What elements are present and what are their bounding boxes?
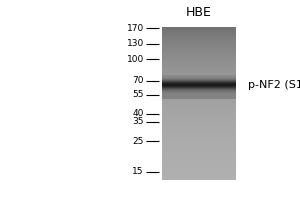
Text: 40: 40 (133, 109, 144, 118)
Text: 170: 170 (127, 24, 144, 33)
Text: p-NF2 (S10): p-NF2 (S10) (248, 80, 300, 90)
Text: 100: 100 (127, 55, 144, 64)
Text: 25: 25 (133, 137, 144, 146)
Text: 55: 55 (133, 90, 144, 99)
Text: 15: 15 (133, 167, 144, 176)
Text: HBE: HBE (186, 6, 212, 19)
Text: 130: 130 (127, 39, 144, 48)
Text: 35: 35 (133, 117, 144, 126)
Text: 70: 70 (133, 76, 144, 85)
